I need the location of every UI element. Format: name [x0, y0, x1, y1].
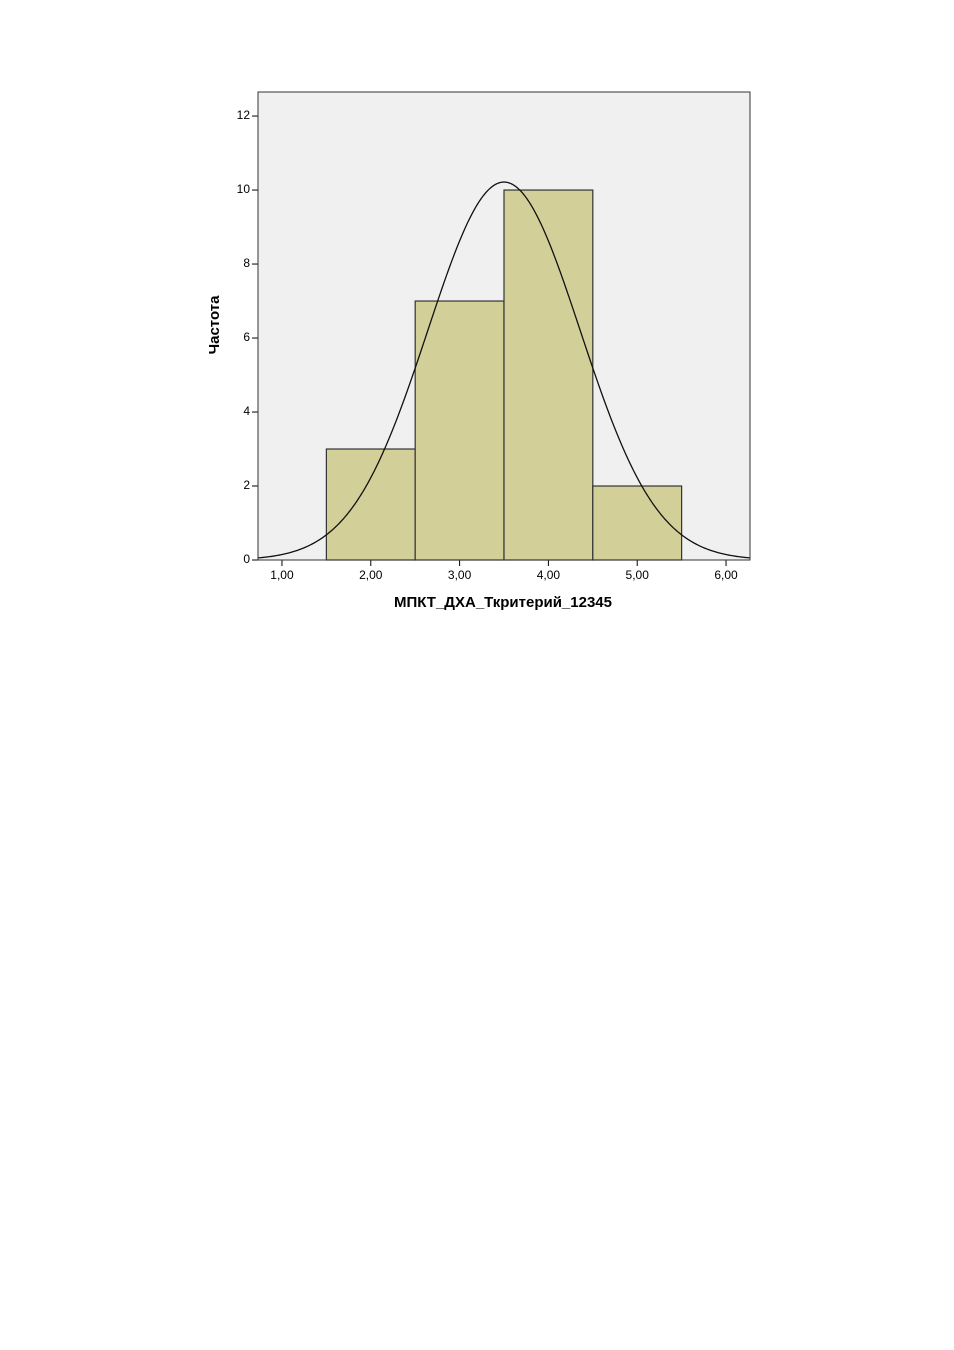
- y-tick-label: 6: [243, 330, 250, 344]
- y-tick-label: 10: [237, 182, 251, 196]
- x-axis-title: МПКТ_ДХА_Ткритерий_12345: [394, 594, 612, 611]
- x-tick-label: 2,00: [359, 568, 383, 582]
- y-tick-label: 4: [243, 404, 250, 418]
- y-axis-title: Частота: [206, 295, 223, 355]
- x-tick-label: 3,00: [448, 568, 472, 582]
- y-tick-label: 0: [243, 552, 250, 566]
- y-tick-label: 12: [237, 108, 251, 122]
- y-tick-label: 8: [243, 256, 250, 270]
- x-tick-label: 4,00: [537, 568, 561, 582]
- plot-frame: [257, 91, 751, 561]
- bar: [414, 300, 505, 561]
- bar: [503, 189, 594, 561]
- normal-curve: [257, 181, 751, 559]
- x-tick-label: 6,00: [714, 568, 738, 582]
- x-tick-label: 1,00: [270, 568, 294, 582]
- y-tick-label: 2: [243, 478, 250, 492]
- x-tick-label: 5,00: [626, 568, 650, 582]
- bar: [325, 448, 416, 561]
